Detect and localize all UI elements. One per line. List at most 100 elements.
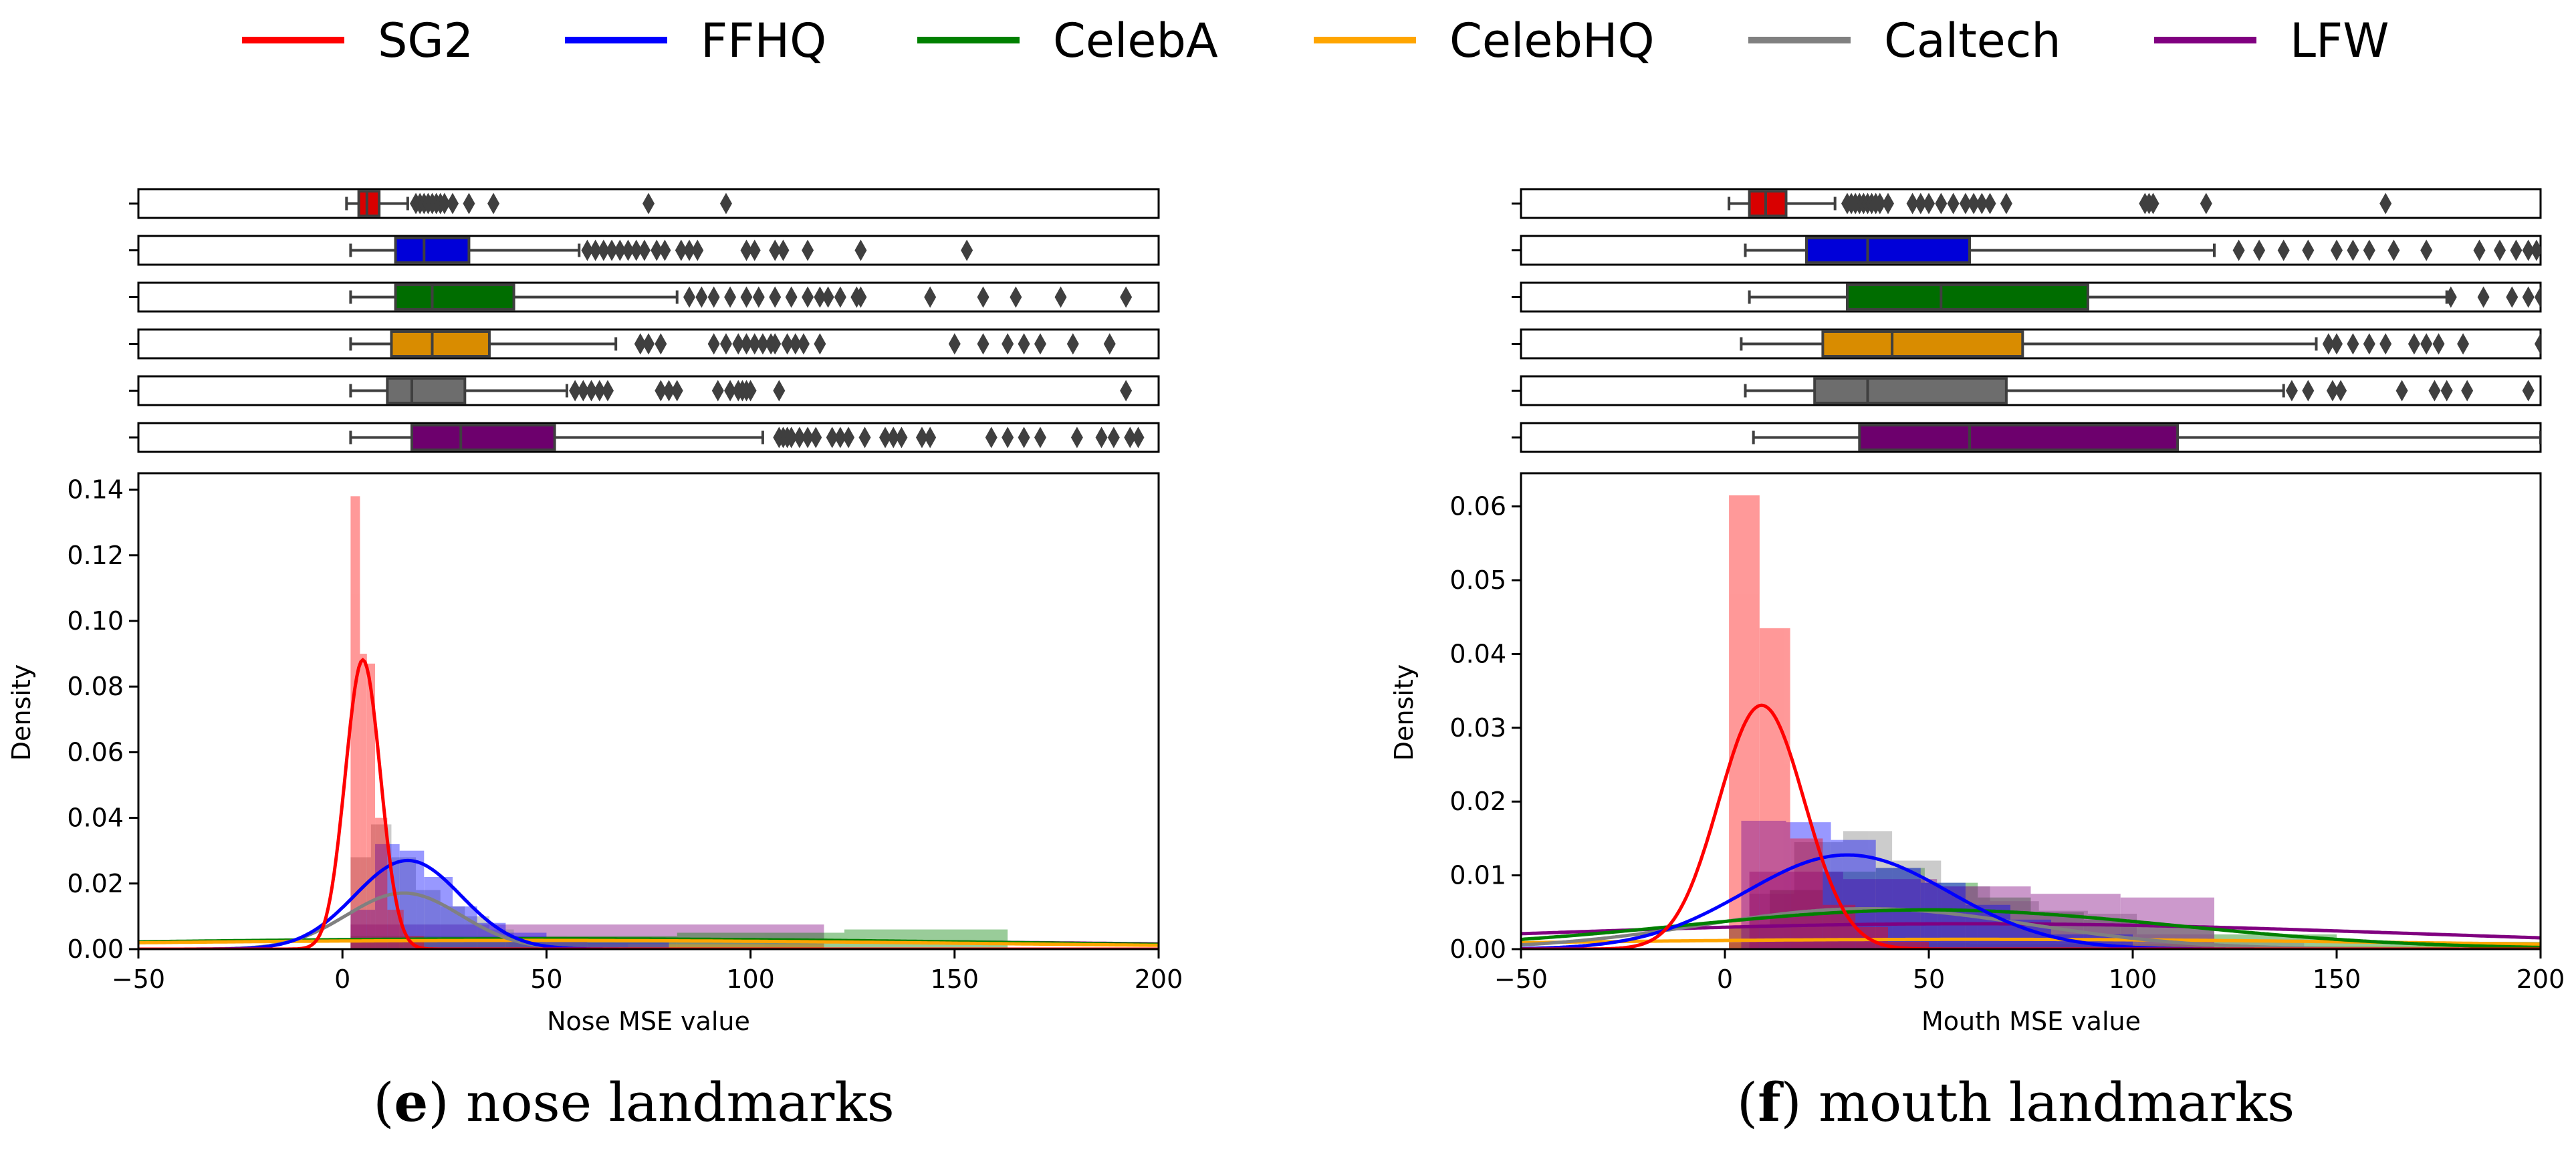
- outlier-point: [2363, 333, 2375, 355]
- x-tick-label: 100: [2109, 965, 2157, 994]
- boxplot-celeba: [129, 281, 1160, 313]
- outlier-point: [1034, 333, 1046, 355]
- outlier-point: [895, 426, 908, 449]
- outlier-point: [802, 239, 814, 261]
- boxplot-lfw: [1512, 422, 2542, 453]
- outlier-point: [858, 426, 871, 449]
- outlier-point: [1976, 193, 1988, 215]
- outlier-point: [814, 333, 826, 355]
- outlier-point: [2347, 333, 2359, 355]
- outlier-point: [663, 380, 675, 402]
- kde-line-ffhq: [1521, 853, 2541, 949]
- boxplot-ffhq: [129, 235, 1160, 266]
- x-tick-label: 200: [2516, 965, 2565, 994]
- outlier-point: [1002, 333, 1014, 355]
- legend-entry-sg2: SG2: [242, 13, 473, 68]
- outlier-point: [487, 193, 500, 215]
- outlier-point: [2444, 286, 2457, 308]
- outlier-point: [752, 286, 765, 308]
- y-tick-label: 0.01: [1449, 861, 1506, 890]
- outlier-point: [463, 193, 475, 215]
- outlier-point: [2379, 333, 2392, 355]
- outlier-point: [1120, 286, 1133, 308]
- outlier-point: [2387, 239, 2400, 261]
- outlier-point: [724, 380, 737, 402]
- legend-entry-caltech: Caltech: [1748, 13, 2061, 68]
- box-iqr: [390, 330, 491, 358]
- outlier-point: [1984, 193, 1996, 215]
- outlier-point: [740, 239, 753, 261]
- outlier-point: [879, 426, 892, 449]
- outlier-point: [887, 426, 900, 449]
- outlier-point: [1070, 426, 1083, 449]
- outlier-point: [789, 333, 802, 355]
- outlier-point: [2395, 380, 2408, 402]
- x-axis-label: Mouth MSE value: [1921, 1007, 2141, 1036]
- outlier-point: [638, 239, 651, 261]
- y-axis-label: Density: [1389, 664, 1419, 761]
- y-tick-label: 0.04: [67, 803, 124, 833]
- box-iqr: [410, 424, 556, 451]
- outlier-point: [2331, 239, 2343, 261]
- outlier-point: [2461, 380, 2474, 402]
- outlier-point: [756, 333, 769, 355]
- histogram-lfw: [350, 924, 824, 949]
- legend: SG2 FFHQ CelebA CelebHQ Caltech LFW: [242, 13, 2389, 68]
- outlier-point: [744, 380, 757, 402]
- outlier-point: [634, 333, 647, 355]
- legend-label-ffhq: FFHQ: [701, 13, 826, 68]
- histogram-bar: [424, 876, 453, 949]
- outlier-point: [707, 286, 720, 308]
- outlier-point: [854, 239, 867, 261]
- outlier-point: [769, 239, 782, 261]
- outlier-point: [719, 333, 732, 355]
- box-iqr: [357, 190, 381, 217]
- y-tick-label: 0.06: [1449, 492, 1506, 521]
- outlier-point: [740, 286, 753, 308]
- outlier-point: [581, 239, 594, 261]
- outlier-point: [2428, 380, 2441, 402]
- x-axis-label: Nose MSE value: [547, 1007, 750, 1036]
- box-iqr: [386, 377, 467, 404]
- outlier-point: [659, 239, 671, 261]
- outlier-point: [948, 333, 961, 355]
- box-iqr: [1748, 190, 1788, 217]
- y-tick-label: 0.05: [1449, 565, 1506, 595]
- outlier-point: [842, 426, 855, 449]
- outlier-point: [1968, 193, 1980, 215]
- outlier-point: [593, 380, 606, 402]
- outlier-point: [854, 286, 867, 308]
- outlier-point: [2432, 333, 2445, 355]
- outlier-point: [2379, 193, 2392, 215]
- boxplot-celebhq: [129, 328, 1160, 360]
- legend-entry-celeba: CelebA: [917, 13, 1218, 68]
- histogram-bar: [1729, 943, 1970, 949]
- outlier-point: [1914, 193, 1927, 215]
- histogram-bar: [387, 910, 404, 949]
- histogram-bar: [350, 496, 360, 949]
- outlier-point: [589, 239, 602, 261]
- x-tick-label: 200: [1135, 965, 1183, 994]
- outlier-point: [1018, 333, 1030, 355]
- outlier-point: [822, 286, 834, 308]
- outlier-point: [2232, 239, 2245, 261]
- outlier-point: [1923, 193, 1935, 215]
- outlier-point: [1935, 193, 1948, 215]
- outlier-point: [2535, 286, 2541, 308]
- histogram-bar: [1790, 838, 1823, 949]
- boxplot-sg2: [129, 188, 1160, 219]
- outlier-point: [2420, 239, 2433, 261]
- outlier-point: [622, 239, 634, 261]
- outlier-point: [2530, 239, 2541, 261]
- boxplot-caltech: [1512, 375, 2542, 406]
- legend-label-celebhq: CelebHQ: [1449, 13, 1655, 68]
- outlier-point: [748, 333, 761, 355]
- x-tick-label: 150: [2313, 965, 2361, 994]
- plot-frame: [137, 472, 1160, 950]
- outlier-point: [2477, 286, 2490, 308]
- histogram-bar: [375, 817, 388, 949]
- outlier-point: [977, 286, 989, 308]
